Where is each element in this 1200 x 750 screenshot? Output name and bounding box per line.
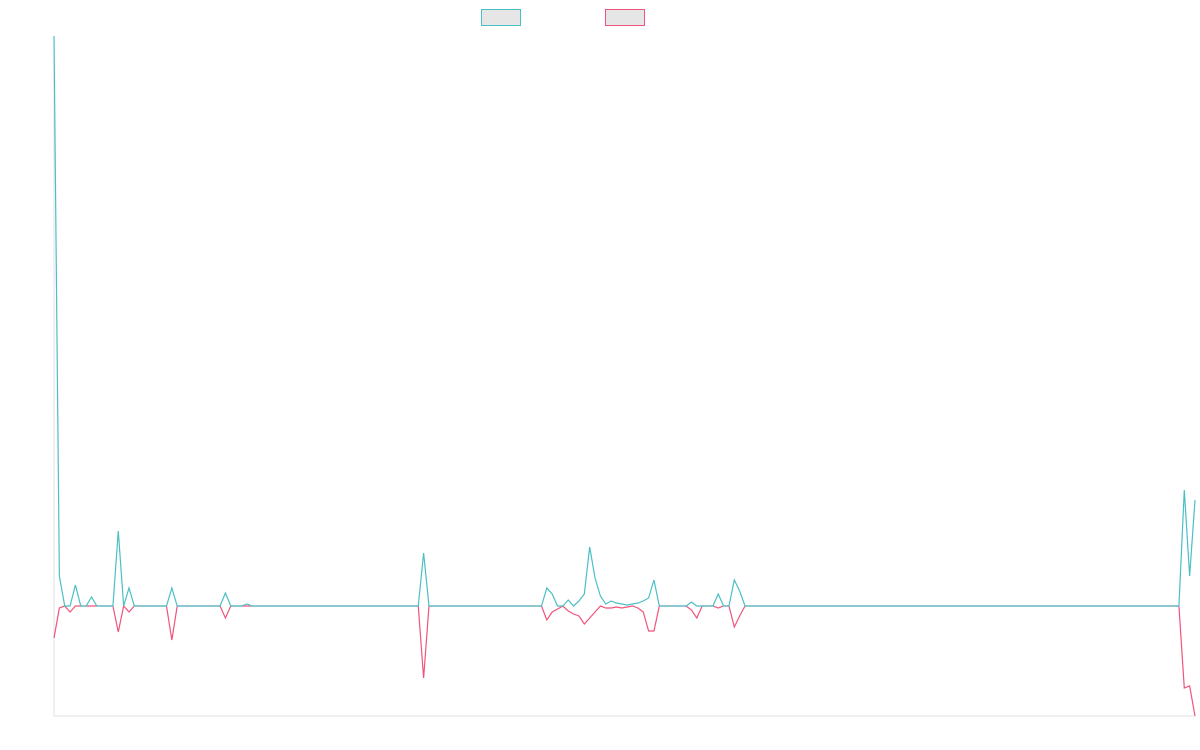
series-line (53, 604, 1196, 717)
legend-swatch (481, 9, 521, 26)
legend-swatch (605, 9, 645, 26)
series-line (53, 35, 1196, 607)
